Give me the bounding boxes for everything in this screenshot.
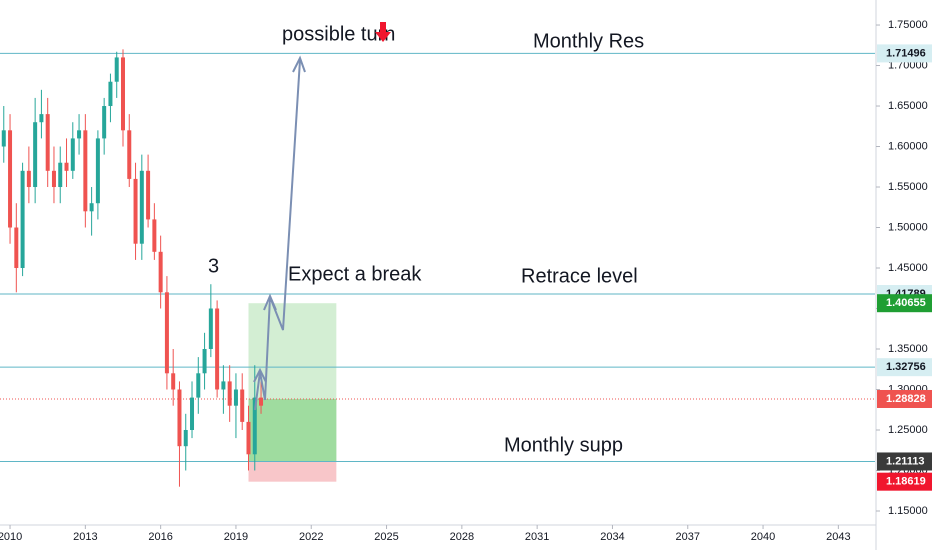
candle-body: [8, 130, 13, 228]
candle-body: [58, 162, 63, 188]
candle-body: [39, 114, 44, 123]
candle-body: [89, 203, 94, 212]
candle-body: [252, 397, 257, 455]
candle-body: [221, 381, 226, 390]
candle-body: [146, 170, 151, 220]
last-price-tag: [877, 389, 932, 408]
candle-body: [177, 389, 182, 447]
candle-body: [164, 292, 169, 374]
candle-body: [45, 114, 50, 171]
x-tick-label: 2022: [299, 531, 323, 543]
candle-body: [259, 397, 264, 406]
price-tag-label: 1.40655: [886, 297, 926, 309]
candle-body: [152, 219, 157, 252]
x-tick-label: 2010: [0, 531, 22, 543]
candle-body: [95, 138, 100, 204]
candle-body: [139, 170, 144, 244]
candle-body: [240, 389, 245, 422]
x-tick-label: 2034: [600, 531, 624, 543]
x-tick-label: 2019: [224, 531, 248, 543]
candle-body: [108, 81, 113, 107]
y-tick-label: 1.60000: [888, 140, 928, 152]
annotation: Expect a break: [288, 263, 422, 285]
candle-body: [1, 130, 6, 147]
candle-body: [26, 170, 31, 188]
arrow-head: [263, 293, 277, 311]
candle-body: [246, 421, 251, 455]
candle-body: [171, 373, 176, 390]
x-tick-label: 2043: [826, 531, 850, 543]
x-tick-label: 2013: [73, 531, 97, 543]
y-tick-label: 1.65000: [888, 100, 928, 112]
x-tick-label: 2028: [450, 531, 474, 543]
candle-body: [183, 429, 188, 447]
annotation: possible turn: [282, 23, 395, 45]
candle-body: [33, 122, 38, 188]
arrow-head: [253, 367, 267, 383]
candle-body: [202, 349, 207, 374]
candle-body: [233, 389, 238, 406]
annotation: Monthly supp: [504, 434, 623, 456]
price-tag-label: 1.18619: [886, 476, 926, 488]
candle-body: [196, 373, 201, 398]
x-tick-label: 2025: [374, 531, 398, 543]
annotation: 3: [208, 255, 219, 277]
price-tag-label: 1.21113: [886, 455, 925, 467]
candle-body: [227, 381, 232, 406]
candle-body: [70, 138, 75, 171]
price-tag: [877, 452, 932, 471]
annotation: Retrace level: [521, 265, 638, 287]
price-tag: [877, 472, 932, 491]
x-tick-label: 2031: [525, 531, 549, 543]
y-tick-label: 1.55000: [888, 181, 928, 193]
drawings: [253, 55, 306, 411]
y-tick-label: 1.45000: [888, 262, 928, 274]
axes: 1.150001.200001.250001.300001.350001.400…: [0, 19, 932, 543]
level-tag: [877, 44, 932, 63]
candle-body: [102, 106, 107, 139]
projection-path: [254, 59, 301, 411]
candle-body: [114, 57, 119, 82]
candle-body: [51, 170, 56, 188]
candle-body: [215, 308, 220, 390]
candle-body: [133, 178, 138, 244]
progress-zone: [248, 398, 337, 462]
candle-body: [190, 397, 195, 430]
candle-body: [14, 227, 19, 269]
last-price-tag-label: 1.28828: [886, 393, 926, 405]
level-tag: [877, 358, 932, 377]
price-tag: [877, 294, 932, 313]
x-tick-label: 2037: [676, 531, 700, 543]
y-tick-label: 1.15000: [888, 505, 928, 517]
arrow-head: [292, 55, 306, 73]
down-arrow-icon: [375, 22, 391, 42]
stop-zone: [248, 461, 337, 482]
plot: possible turn Monthly Res 3 Expect a break R…: [0, 22, 875, 487]
candle-body: [208, 308, 213, 350]
y-tick-label: 1.70000: [888, 59, 928, 71]
y-tick-label: 1.35000: [888, 343, 928, 355]
candle-body: [120, 57, 125, 131]
level-tag-label: 1.32756: [886, 361, 926, 373]
y-tick-label: 1.25000: [888, 424, 928, 436]
candle-body: [83, 130, 88, 212]
annotation: Monthly Res: [533, 30, 644, 52]
x-tick-label: 2040: [751, 531, 775, 543]
candle-body: [20, 170, 25, 269]
y-tick-label: 1.50000: [888, 221, 928, 233]
level-tag-label: 1.71496: [886, 47, 926, 59]
candle-body: [77, 130, 82, 139]
x-tick-label: 2016: [148, 531, 172, 543]
candle-body: [64, 162, 69, 171]
y-tick-label: 1.75000: [888, 19, 928, 31]
candle-body: [127, 130, 132, 179]
candle-body: [158, 251, 163, 293]
